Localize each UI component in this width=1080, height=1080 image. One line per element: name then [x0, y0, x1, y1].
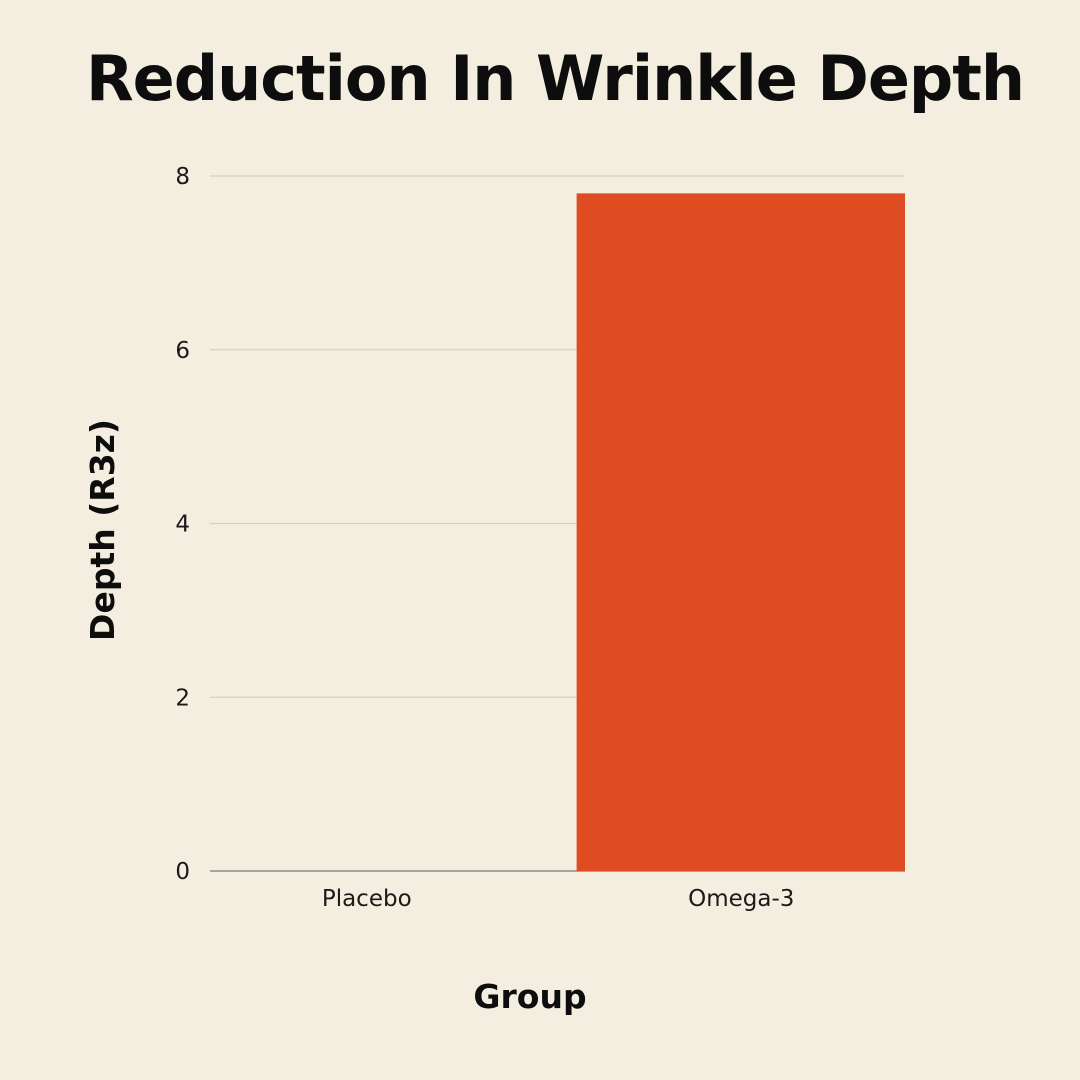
- x-axis-title: Group: [473, 977, 586, 1016]
- bars: [576, 193, 905, 871]
- y-axis-ticks: 0 2 4 6 8: [175, 164, 190, 885]
- x-tick-label: Omega-3: [688, 886, 794, 912]
- bar-omega-3: [576, 193, 905, 871]
- y-tick-label: 6: [175, 338, 190, 364]
- x-axis-ticks: Placebo Omega-3: [322, 886, 795, 912]
- y-axis-title: Depth (R3z): [83, 419, 122, 641]
- chart-title: Reduction In Wrinkle Depth: [85, 42, 1025, 115]
- y-tick-label: 0: [175, 859, 190, 885]
- x-tick-label: Placebo: [322, 886, 412, 912]
- y-tick-label: 8: [175, 164, 190, 190]
- y-tick-label: 2: [175, 685, 190, 711]
- y-tick-label: 4: [175, 512, 190, 538]
